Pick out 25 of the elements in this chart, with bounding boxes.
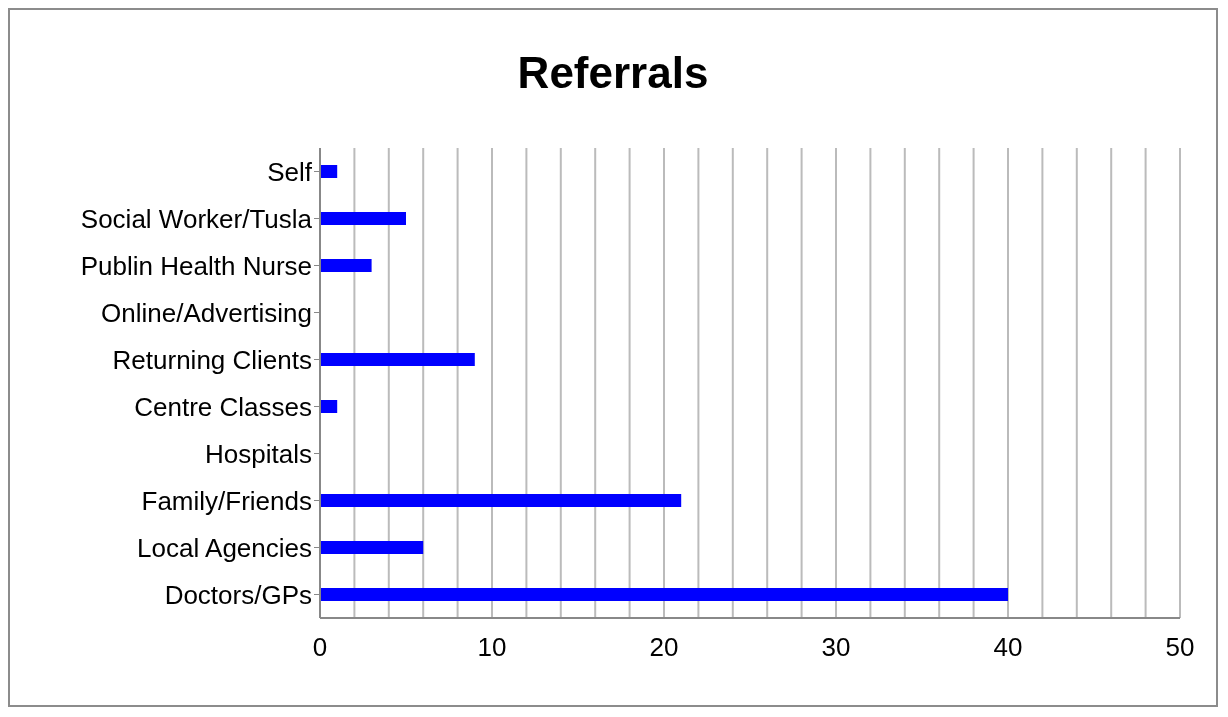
- y-tick-label: Hospitals: [205, 438, 312, 469]
- y-tick-label: Social Worker/Tusla: [80, 203, 313, 234]
- y-tick-label: Returning Clients: [112, 344, 312, 375]
- y-tick-label: Family/Friends: [141, 485, 312, 516]
- x-tick-label: 20: [649, 632, 679, 663]
- y-tick-label: Local Agencies: [137, 532, 312, 563]
- y-tick-label: Doctors/GPs: [164, 579, 312, 610]
- bar: [320, 541, 424, 554]
- bar: [320, 588, 1008, 601]
- y-tick-label: Centre Classes: [134, 391, 312, 422]
- y-tick-label: Online/Advertising: [101, 297, 312, 328]
- x-tick-label: 40: [993, 632, 1023, 663]
- y-tick-label: Publin Health Nurse: [80, 250, 312, 281]
- x-tick-label: 30: [821, 632, 851, 663]
- bar: [320, 494, 682, 507]
- bar: [320, 212, 406, 225]
- y-tick-label: Self: [267, 156, 313, 187]
- bar: [320, 165, 338, 178]
- chart-title: Referrals: [516, 48, 710, 99]
- bar: [320, 353, 475, 366]
- x-tick-label: 50: [1165, 632, 1195, 663]
- bar: [320, 259, 372, 272]
- x-tick-label: 0: [312, 632, 328, 663]
- bar: [320, 400, 338, 413]
- x-tick-label: 10: [477, 632, 507, 663]
